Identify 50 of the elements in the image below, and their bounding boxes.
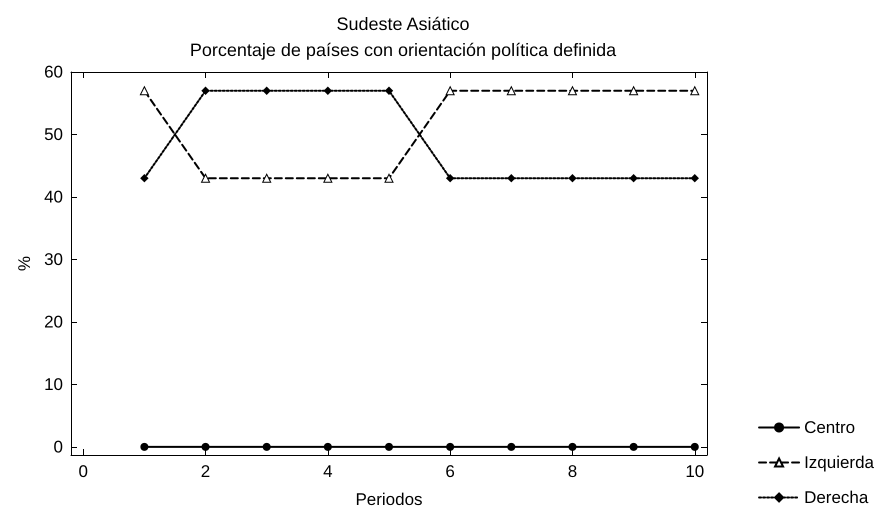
point xyxy=(140,442,148,451)
chart-subtitle: Porcentaje de países con orientación política definida xyxy=(190,40,618,60)
legend-label: Centro xyxy=(804,418,856,437)
x-tick-label: 2 xyxy=(200,462,210,481)
point xyxy=(690,442,699,451)
y-tick-label: 30 xyxy=(44,250,63,269)
x-tick-label: 10 xyxy=(685,462,704,481)
point xyxy=(324,86,332,95)
point xyxy=(506,86,516,96)
point xyxy=(568,442,576,451)
point xyxy=(630,442,638,451)
y-tick-label: 60 xyxy=(44,62,63,82)
y-tick-label: 20 xyxy=(44,312,63,332)
point xyxy=(630,174,638,182)
point xyxy=(262,442,271,451)
y-tick-label: 50 xyxy=(44,124,63,144)
point xyxy=(446,86,455,96)
point xyxy=(384,174,394,183)
point xyxy=(690,174,699,182)
chart-title: Sudeste Asiático xyxy=(336,14,470,34)
y-tick-label: 40 xyxy=(44,187,63,206)
point xyxy=(324,442,332,451)
x-tick-label: 0 xyxy=(78,462,88,481)
x-tick-label: 4 xyxy=(323,462,333,481)
point xyxy=(507,442,516,451)
point xyxy=(202,86,210,95)
point xyxy=(446,174,454,182)
legend-label: Izquierda xyxy=(804,453,875,472)
point xyxy=(507,174,516,182)
legend-label: Derecha xyxy=(804,488,869,507)
point xyxy=(262,174,272,183)
point xyxy=(690,86,700,96)
y-axis-title: % xyxy=(15,256,34,272)
x-axis-title: Periodos xyxy=(355,490,423,509)
y-tick-label: 10 xyxy=(44,374,63,394)
y-tick-label: 0 xyxy=(54,437,63,456)
point xyxy=(385,442,393,451)
point xyxy=(262,86,271,95)
point xyxy=(202,442,210,451)
point xyxy=(201,174,210,183)
point xyxy=(568,174,576,182)
point xyxy=(629,86,638,96)
point xyxy=(140,174,148,182)
point xyxy=(568,86,577,96)
x-tick-label: 6 xyxy=(445,462,455,481)
point xyxy=(385,86,393,95)
point xyxy=(446,442,454,451)
point xyxy=(140,86,149,96)
point xyxy=(323,174,332,183)
x-tick-label: 8 xyxy=(568,462,578,481)
